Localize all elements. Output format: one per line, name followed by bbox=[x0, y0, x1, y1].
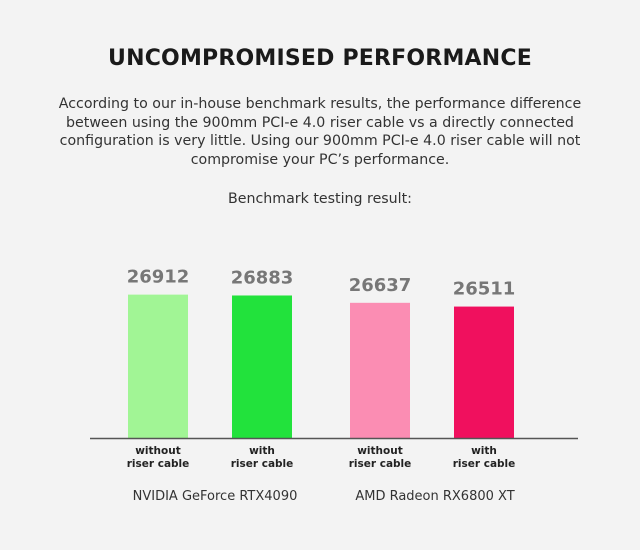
category-label: without bbox=[357, 445, 403, 457]
category-label: riser cable bbox=[127, 458, 190, 470]
bar bbox=[232, 295, 292, 438]
category-label: with bbox=[249, 445, 275, 457]
bar-value-label: 26511 bbox=[453, 279, 516, 300]
category-label: riser cable bbox=[349, 458, 412, 470]
bar-value-label: 26912 bbox=[127, 267, 190, 288]
bar-value-label: 26883 bbox=[231, 267, 294, 288]
bar bbox=[128, 294, 188, 438]
bar bbox=[350, 302, 410, 438]
category-label: with bbox=[471, 445, 497, 457]
category-label: without bbox=[135, 445, 181, 457]
description-text: According to our in-house benchmark resu… bbox=[58, 96, 582, 168]
bar bbox=[454, 306, 514, 438]
bar-value-label: 26637 bbox=[349, 275, 412, 296]
chart-subtitle: Benchmark testing result: bbox=[228, 191, 412, 207]
category-label: riser cable bbox=[453, 458, 516, 470]
group-label: AMD Radeon RX6800 XT bbox=[355, 489, 514, 504]
group-label: NVIDIA GeForce RTX4090 bbox=[133, 489, 298, 504]
category-label: riser cable bbox=[231, 458, 294, 470]
page-title: UNCOMPROMISED PERFORMANCE bbox=[108, 46, 532, 71]
